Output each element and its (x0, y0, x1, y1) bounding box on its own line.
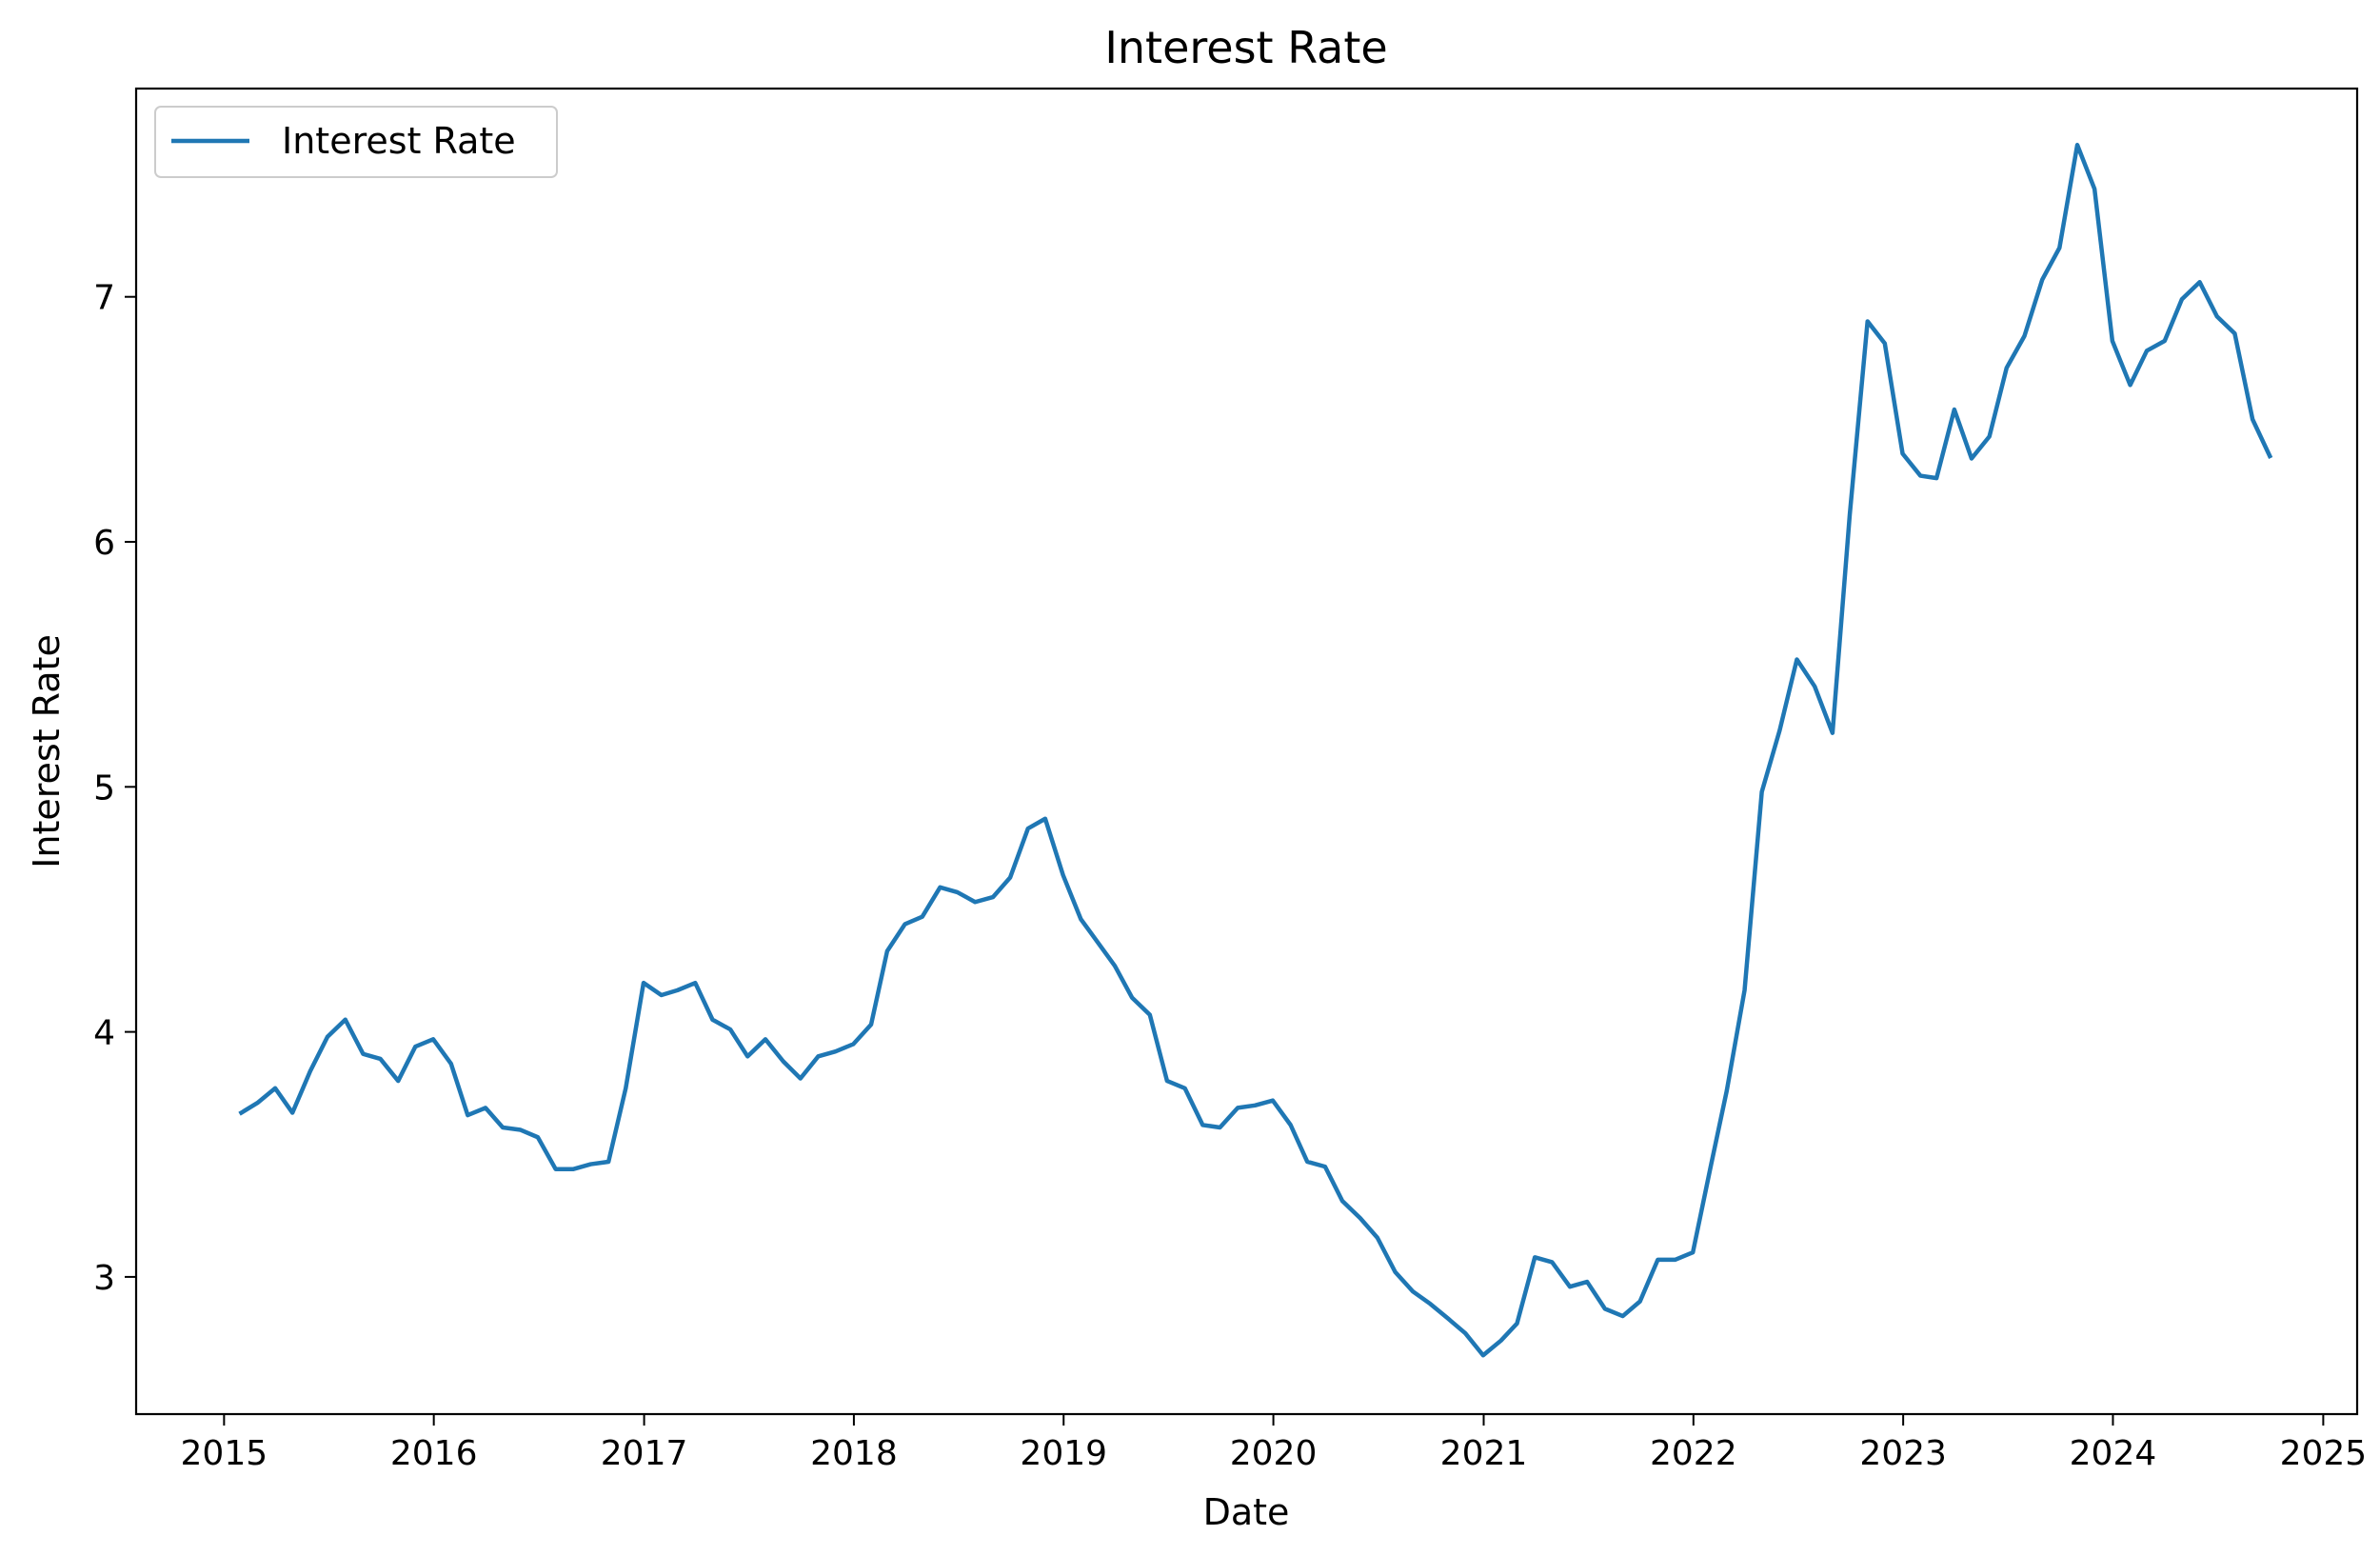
y-tick-label: 6 (93, 524, 115, 563)
y-tick-label: 7 (93, 279, 115, 318)
y-tick-label: 3 (93, 1259, 115, 1298)
chart-title: Interest Rate (1104, 22, 1387, 73)
x-tick-label: 2018 (810, 1434, 898, 1473)
x-tick-label: 2017 (601, 1434, 688, 1473)
x-tick-label: 2016 (390, 1434, 478, 1473)
x-tick-label: 2023 (1859, 1434, 1947, 1473)
x-axis-label: Date (1203, 1491, 1290, 1533)
x-tick-label: 2021 (1440, 1434, 1528, 1473)
plot-area (136, 89, 2357, 1414)
x-axis: 2015 2016 2017 2018 2019 2020 2021 2022 2023 2024… (181, 1414, 2368, 1473)
x-tick-label: 2025 (2280, 1434, 2368, 1473)
series-lines (238, 142, 2273, 1358)
plot-frame (134, 87, 2359, 1416)
x-tick-label: 2022 (1650, 1434, 1737, 1473)
y-tick-label: 5 (93, 768, 115, 808)
y-axis: 3 4 5 6 7 (93, 279, 136, 1298)
legend-box (154, 106, 558, 178)
legend: Interest Rate (154, 106, 558, 178)
x-tick-label: 2020 (1230, 1434, 1318, 1473)
x-tick-label: 2024 (2070, 1434, 2157, 1473)
y-tick-label: 4 (93, 1014, 115, 1053)
y-axis-label: Interest Rate (26, 634, 68, 868)
x-tick-label: 2015 (181, 1434, 268, 1473)
legend-label: Interest Rate (282, 120, 516, 162)
x-tick-label: 2019 (1020, 1434, 1107, 1473)
series-line-0 (238, 142, 2273, 1358)
